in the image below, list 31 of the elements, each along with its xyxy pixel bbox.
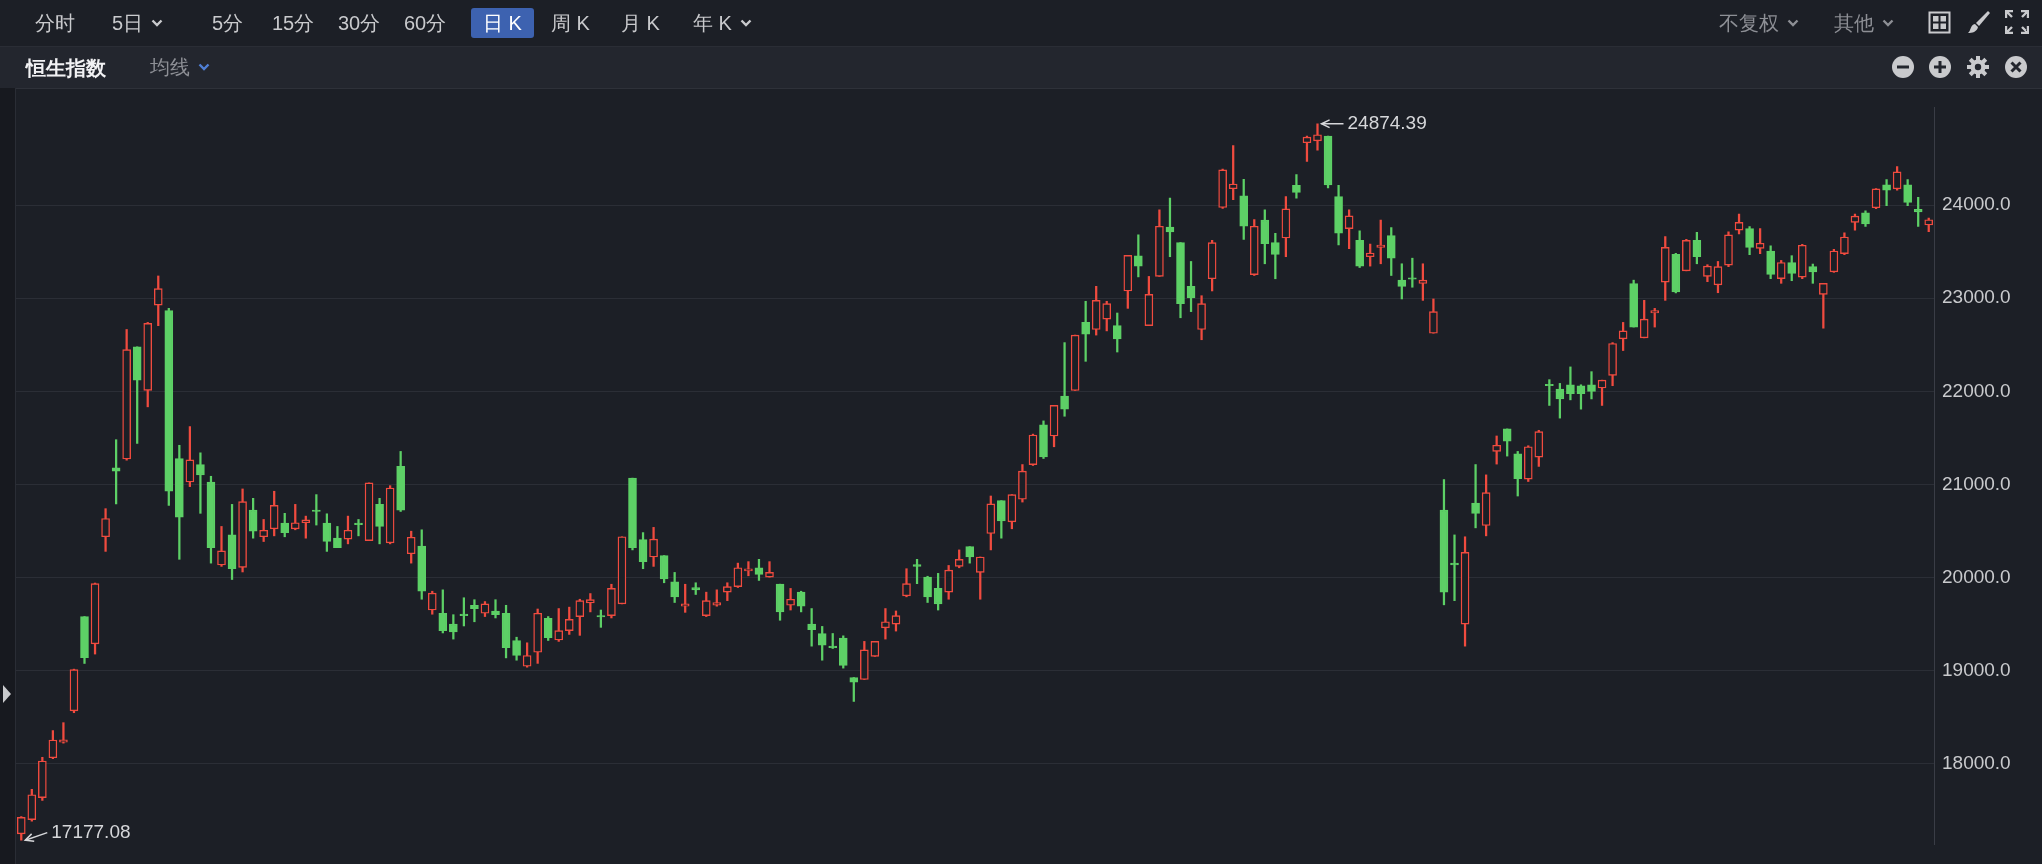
candlestick [1566,366,1575,401]
text: 月 K [621,11,660,36]
candlestick [196,452,205,514]
annotation: 17177.08 [51,820,131,842]
text: 60分 [404,11,447,36]
text: 分时 [35,11,75,36]
y-tick-label: 21000.0 [1942,472,2011,494]
text: 均线 [150,55,190,80]
candlestick [1882,179,1891,207]
text: 周 K [551,11,590,36]
annotation: 24874.39 [1347,111,1427,133]
text: 日 K [483,11,522,36]
chart-title: 恒生指数 [26,56,106,81]
candlestick [491,599,500,619]
y-tick-label: 19000.0 [1942,658,2011,680]
candlestick [1471,464,1480,529]
candlestick [786,588,795,611]
candlestick [881,608,890,640]
y-tick-label: 20000.0 [1942,565,2011,587]
y-tick-label: 18000.0 [1942,751,2011,773]
text: 30分 [338,11,381,36]
text: 15分 [272,11,315,36]
y-tick-label: 22000.0 [1942,379,2011,401]
text: 5分 [212,11,244,36]
candlestick [1060,342,1069,417]
text: 不复权 [1719,11,1779,36]
text: 其他 [1834,11,1874,36]
y-tick-label: 23000.0 [1942,286,2011,308]
y-tick-label: 24000.0 [1942,193,2011,215]
text: 5日 [112,11,144,36]
text: 年 K [693,11,732,36]
